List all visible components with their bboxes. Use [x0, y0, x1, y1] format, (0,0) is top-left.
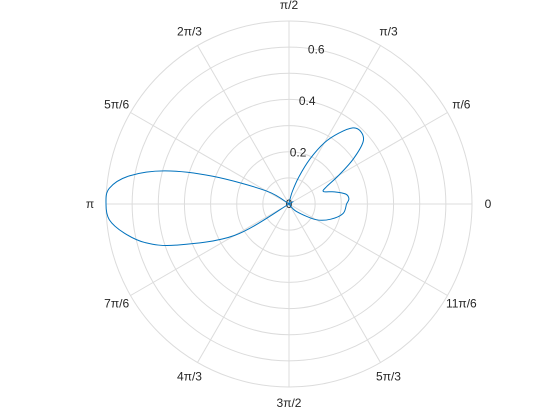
- theta-tick-label-6: π: [86, 197, 94, 211]
- grid-spoke-7: [130, 203, 290, 296]
- theta-tick-label-8: 4π/3: [177, 369, 202, 383]
- series-layer: [105, 127, 365, 247]
- r-tick-label-2: 0.4: [299, 94, 316, 108]
- grid-spoke-4: [197, 45, 290, 205]
- grid-spoke-10: [288, 203, 381, 363]
- r-tick-label-3: 0.6: [308, 43, 325, 57]
- grid-spoke-2: [288, 45, 381, 205]
- grid-spoke-8: [197, 203, 290, 363]
- theta-tick-label-0: 0: [485, 197, 492, 211]
- grid-spoke-11: [288, 203, 448, 296]
- theta-tick-label-3: π/2: [280, 0, 299, 12]
- r-tick-label-1: 0.2: [290, 146, 307, 160]
- series-line-0: [105, 127, 365, 247]
- theta-tick-label-10: 5π/3: [376, 369, 401, 383]
- theta-tick-label-11: 11π/6: [446, 297, 477, 311]
- theta-tick-labels: 0 π/6 π/3 π/2 2π/3 5π/6 π 7π/6 4π/3 3π/2 5π/3 11π/6: [86, 0, 492, 410]
- theta-tick-label-5: 5π/6: [104, 98, 129, 112]
- theta-tick-label-7: 7π/6: [104, 297, 129, 311]
- angular-grid-spokes: [106, 21, 472, 387]
- theta-tick-label-9: 3π/2: [277, 396, 302, 410]
- grid-spoke-1: [288, 112, 448, 205]
- grid-spoke-5: [130, 112, 290, 205]
- r-tick-labels: 00.20.40.6: [286, 43, 325, 211]
- theta-tick-label-1: π/6: [452, 98, 471, 112]
- theta-tick-label-4: 2π/3: [177, 25, 202, 39]
- theta-tick-label-2: π/3: [379, 25, 398, 39]
